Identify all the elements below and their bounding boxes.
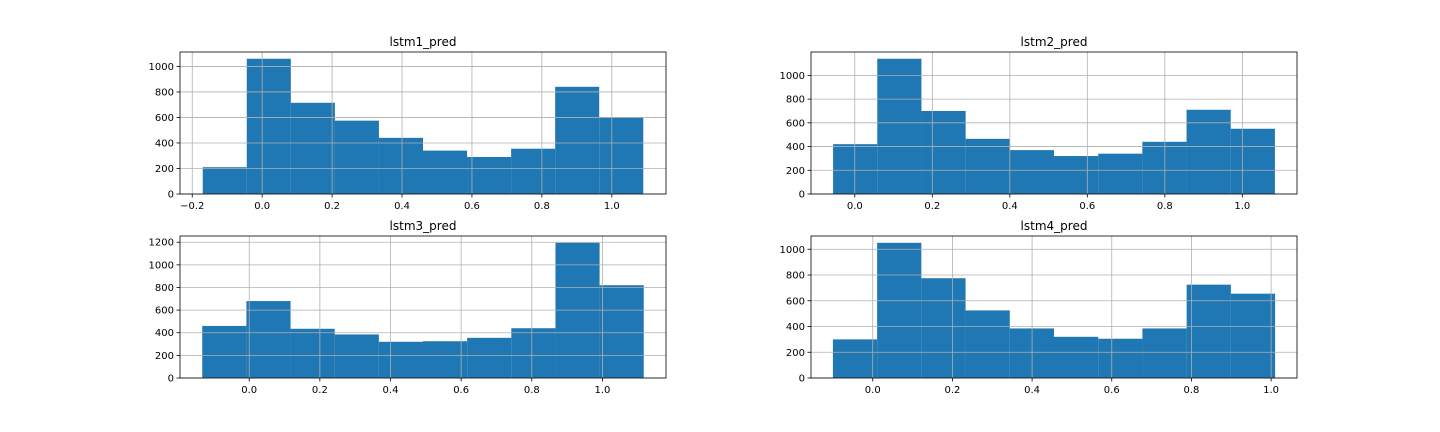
y-tick-label: 400 <box>155 138 174 149</box>
x-tick-label: 1.0 <box>1234 201 1250 212</box>
x-tick-label: 0.6 <box>1079 201 1095 212</box>
y-tick-label: 1000 <box>149 260 174 271</box>
histogram-bar <box>921 278 966 378</box>
y-tick-label: 800 <box>155 283 174 294</box>
subplot-title: lstm3_pred <box>390 219 457 233</box>
histogram-bar <box>555 86 600 194</box>
histogram-bar <box>877 242 922 378</box>
y-tick-label: 600 <box>786 118 805 129</box>
x-tick-label: 0.2 <box>312 385 328 396</box>
x-tick-label: 0.8 <box>1157 201 1173 212</box>
x-tick-label: 0.8 <box>534 201 550 212</box>
x-tick-label: 0.4 <box>394 201 410 212</box>
y-tick-label: 1000 <box>780 245 805 256</box>
axes-frame <box>179 51 667 195</box>
y-tick-label: 200 <box>155 164 174 175</box>
x-tick-label: 0.2 <box>324 201 340 212</box>
histogram-bar <box>1098 338 1143 378</box>
y-tick-label: 0 <box>799 374 805 385</box>
x-tick-label: 0.4 <box>1002 201 1018 212</box>
y-tick-label: 1200 <box>149 238 174 249</box>
subplot-3: 0.0 0.2 0.4 0.6 0.8 1.0 0 200 400 600 800 1000 1200 l… <box>149 219 667 396</box>
histogram-bar <box>334 334 379 378</box>
y-tick-label: 600 <box>786 296 805 307</box>
histogram-bar <box>423 150 468 194</box>
subplot-2: 0.0 0.2 0.4 0.6 0.8 1.0 0 200 400 600 800 1000 lstm2… <box>780 35 1298 212</box>
histogram-bar <box>877 58 922 195</box>
histogram-bar <box>1230 293 1276 378</box>
histogram-bar <box>202 325 247 378</box>
histogram-bar <box>378 341 423 378</box>
y-tick-label: 1000 <box>780 71 805 82</box>
histogram-bar <box>290 102 335 194</box>
y-tick-label: 400 <box>786 142 805 153</box>
x-tick-label: −0.2 <box>180 201 204 212</box>
histogram-bar <box>246 301 291 378</box>
y-tick-label: 600 <box>155 306 174 317</box>
y-tick-label: 0 <box>168 190 174 201</box>
y-tick-label: 200 <box>786 166 805 177</box>
y-tick-label: 0 <box>168 374 174 385</box>
x-tick-label: 0.0 <box>847 201 863 212</box>
y-tick-label: 800 <box>786 95 805 106</box>
histogram-bar <box>1142 328 1187 378</box>
histogram-bar <box>599 285 644 378</box>
x-tick-label: 0.8 <box>524 385 540 396</box>
y-tick-label: 200 <box>786 348 805 359</box>
histogram-bar <box>921 110 966 194</box>
x-tick-label: 0.6 <box>453 385 469 396</box>
histogram-bar <box>334 120 379 194</box>
histogram-bar <box>467 157 512 194</box>
x-tick-label: 0.4 <box>383 385 399 396</box>
histogram-bar <box>378 137 423 194</box>
x-tick-label: 0.6 <box>464 201 480 212</box>
y-tick-label: 200 <box>155 351 174 362</box>
histogram-bar <box>1230 128 1275 194</box>
histogram-bar <box>1098 153 1143 194</box>
axes-frame <box>810 235 1298 379</box>
histogram-bar <box>511 148 556 194</box>
x-tick-label: 1.0 <box>1263 385 1279 396</box>
histogram-bar <box>1009 150 1054 194</box>
x-tick-label: 0.2 <box>944 385 960 396</box>
x-tick-label: 1.0 <box>604 201 620 212</box>
x-tick-label: 0.0 <box>241 385 257 396</box>
histogram-bar <box>1054 156 1099 194</box>
histogram-bar <box>965 310 1010 378</box>
histogram-bar <box>290 328 335 378</box>
y-tick-label: 400 <box>155 328 174 339</box>
x-tick-label: 0.6 <box>1104 385 1120 396</box>
y-tick-label: 800 <box>786 271 805 282</box>
subplot-4: 0.0 0.2 0.4 0.6 0.8 1.0 0 200 400 600 800 1000 lstm4… <box>780 219 1298 396</box>
histogram-bar <box>246 58 291 195</box>
x-tick-label: 0.4 <box>1024 385 1040 396</box>
histogram-bar <box>202 167 247 194</box>
histogram-bar <box>1054 336 1099 378</box>
subplot-1: −0.2 0.0 0.2 0.4 0.6 0.8 1.0 0 200 400 600 800 1000 l… <box>149 35 667 212</box>
subplot-title: lstm4_pred <box>1021 219 1088 233</box>
x-tick-label: 0.0 <box>254 201 270 212</box>
histogram-bar <box>1186 109 1231 194</box>
axes-frame <box>179 235 667 379</box>
histogram-bar <box>467 337 512 378</box>
subplot-title: lstm2_pred <box>1021 35 1088 49</box>
histogram-bar <box>832 339 878 378</box>
histogram-bar <box>423 341 468 378</box>
histogram-bar <box>599 117 644 194</box>
y-tick-label: 400 <box>786 322 805 333</box>
histogram-bar <box>511 328 556 378</box>
y-tick-label: 1000 <box>149 62 174 73</box>
y-tick-label: 600 <box>155 113 174 124</box>
x-tick-label: 0.0 <box>865 385 881 396</box>
x-tick-label: 1.0 <box>594 385 610 396</box>
y-tick-label: 800 <box>155 87 174 98</box>
x-tick-label: 0.8 <box>1183 385 1199 396</box>
subplot-title: lstm1_pred <box>390 35 457 49</box>
histogram-bar <box>1186 284 1231 378</box>
histogram-bar <box>965 138 1010 194</box>
x-tick-label: 0.2 <box>924 201 940 212</box>
y-tick-label: 0 <box>799 190 805 201</box>
